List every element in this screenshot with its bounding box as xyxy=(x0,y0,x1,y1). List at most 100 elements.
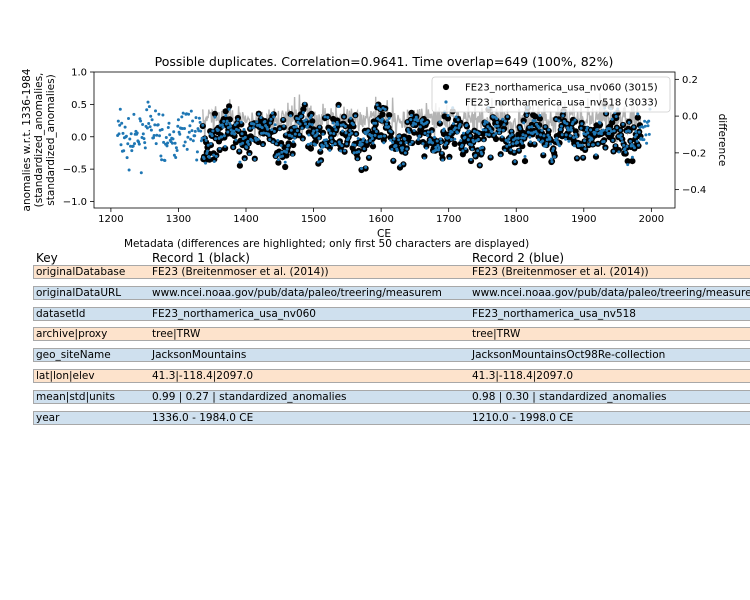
y-tick-label: 0.5 xyxy=(71,100,87,111)
record1-point xyxy=(592,153,600,160)
record2-point xyxy=(331,121,335,125)
record2-point xyxy=(329,136,333,140)
record2-point xyxy=(303,102,307,106)
record1-point xyxy=(369,143,377,150)
x-tick-label: 1700 xyxy=(436,214,461,225)
record2-point xyxy=(316,160,320,164)
record2-point xyxy=(430,130,434,134)
record2-point xyxy=(628,129,632,133)
record2-point xyxy=(152,136,155,140)
record2-point xyxy=(299,114,303,118)
record2-point xyxy=(395,148,399,152)
record2-point xyxy=(498,128,502,132)
x-tick-label: 1400 xyxy=(233,214,258,225)
record2-point xyxy=(210,134,214,138)
record2-point xyxy=(220,135,224,139)
record1-point xyxy=(629,158,636,165)
record2-point xyxy=(246,139,250,143)
record2-point xyxy=(251,126,255,130)
record1-point xyxy=(415,138,422,146)
record1-point xyxy=(615,147,623,154)
record2-point xyxy=(406,128,410,131)
record2-point xyxy=(187,112,191,116)
record2-point xyxy=(586,131,590,135)
record2-point xyxy=(560,133,564,137)
record2-point xyxy=(133,142,136,146)
record2-point xyxy=(323,115,327,119)
record2-point xyxy=(595,128,599,132)
record2-point xyxy=(389,130,393,134)
record2-point xyxy=(378,108,382,112)
record2-point xyxy=(342,115,346,119)
record2-point xyxy=(392,137,396,141)
record2-point xyxy=(438,120,442,124)
record2-point xyxy=(338,142,342,146)
record2-point xyxy=(234,138,238,142)
record2-point xyxy=(326,116,330,119)
record2-point xyxy=(231,145,235,149)
record2-point xyxy=(212,160,216,163)
record2-point xyxy=(558,144,561,148)
record2-point xyxy=(461,149,465,153)
record2-point xyxy=(589,128,593,132)
metadata-row: mean|std|units 0.99 | 0.27 | standardized… xyxy=(33,389,750,404)
record2-point xyxy=(145,126,149,130)
record2-point xyxy=(540,128,544,132)
record2-point xyxy=(410,113,413,117)
record2-point xyxy=(512,138,515,142)
record2-point xyxy=(310,123,314,127)
record2-point xyxy=(173,141,177,145)
record2-point xyxy=(391,141,395,144)
record2-point xyxy=(154,109,157,113)
metadata-key: geo_siteName xyxy=(36,349,111,362)
record2-point xyxy=(466,138,470,142)
record2-point xyxy=(269,117,273,121)
record1-point xyxy=(446,153,453,160)
record2-point xyxy=(141,123,145,126)
record2-point xyxy=(481,146,484,150)
record2-point xyxy=(468,134,472,138)
record2-point xyxy=(316,131,320,135)
record2-point xyxy=(327,128,331,132)
record2-point xyxy=(572,136,576,139)
record2-point xyxy=(340,144,344,148)
record2-point xyxy=(576,141,580,145)
record2-point xyxy=(632,125,636,129)
record2-point xyxy=(521,133,525,137)
record2-point xyxy=(374,121,378,125)
record2-point xyxy=(139,119,143,123)
record2-point xyxy=(310,114,313,117)
record2-point xyxy=(150,118,154,122)
record2-point xyxy=(502,123,506,127)
record2-point xyxy=(123,125,127,129)
record2-point xyxy=(137,142,141,146)
record2-point xyxy=(541,139,545,143)
record2-point xyxy=(317,136,321,140)
record2-point xyxy=(379,134,383,138)
record2-point xyxy=(624,150,628,154)
record2-point xyxy=(206,149,209,153)
record2-point xyxy=(176,124,180,128)
record2-point xyxy=(176,118,180,122)
record2-point xyxy=(241,141,245,145)
record2-point xyxy=(289,114,293,118)
record2-point xyxy=(450,130,454,134)
record2-point xyxy=(199,129,203,133)
record2-point xyxy=(165,144,169,148)
record2-point xyxy=(205,151,209,155)
record2-point xyxy=(585,126,589,130)
record2-point xyxy=(295,129,299,133)
record2-point xyxy=(204,138,208,142)
record2-point xyxy=(229,124,232,128)
record2-point xyxy=(247,142,251,146)
record2-point xyxy=(633,146,636,150)
record2-point xyxy=(561,114,565,118)
record2-point xyxy=(520,136,524,140)
record2-point xyxy=(187,130,191,134)
record2-point xyxy=(426,130,430,134)
record2-point xyxy=(374,130,378,133)
record2-point xyxy=(580,122,584,126)
record2-point xyxy=(503,119,507,123)
record2-point xyxy=(647,132,651,136)
record2-point xyxy=(465,123,469,127)
